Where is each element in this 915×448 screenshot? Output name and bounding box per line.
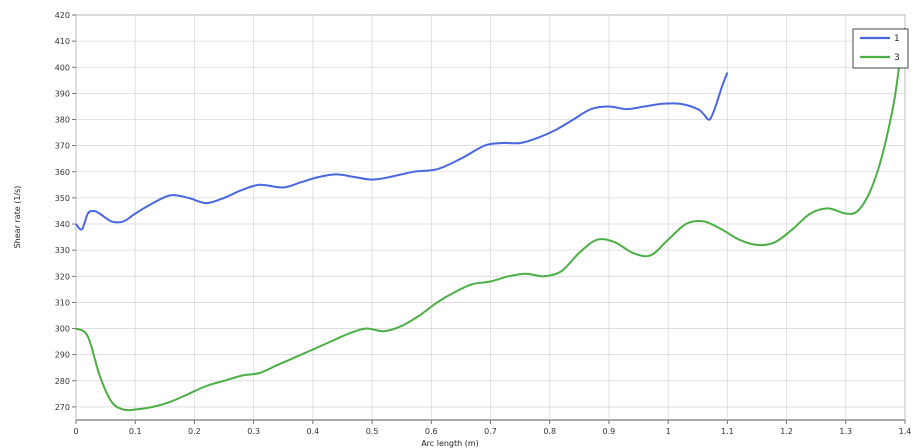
x-tick-label: 0.8 (543, 427, 556, 436)
y-tick-label: 340 (55, 220, 70, 229)
y-tick-label: 380 (55, 116, 70, 125)
x-tick-label: 0 (73, 427, 78, 436)
series-line-1 (75, 72, 729, 231)
series-line-3 (75, 27, 906, 412)
x-tick-label: 0.5 (366, 427, 379, 436)
legend: 1 3 (852, 28, 909, 69)
y-tick-label: 290 (55, 351, 70, 360)
x-tick-label: 0.4 (306, 427, 319, 436)
x-axis-label: Arc length (m) (421, 439, 479, 448)
gridlines (75, 14, 906, 420)
y-axis-ticks: 270 280 290 300 310 320 330 340 350 360 370 380 390 4… (55, 11, 76, 412)
x-tick-label: 0.2 (188, 427, 201, 436)
x-tick-label: 1.3 (839, 427, 852, 436)
y-tick-label: 280 (55, 377, 70, 386)
y-axis-label: Shear rate (1/s) (13, 186, 22, 249)
y-tick-label: 310 (55, 298, 70, 307)
x-tick-label: 1.1 (721, 427, 734, 436)
x-tick-label: 0.3 (247, 427, 260, 436)
x-axis-ticks: 0 0.1 0.2 0.3 0.4 0.5 0.6 0.7 0.8 0.9 1 1.1 1.2 1.3 1.… (73, 420, 911, 436)
y-tick-label: 270 (55, 403, 70, 412)
y-tick-label: 370 (55, 142, 70, 151)
x-tick-label: 0.1 (129, 427, 142, 436)
y-tick-label: 400 (55, 63, 70, 72)
x-tick-label: 0.9 (603, 427, 616, 436)
x-tick-label: 1.2 (780, 427, 793, 436)
series-layer (75, 27, 906, 412)
y-tick-label: 390 (55, 89, 70, 98)
y-tick-label: 350 (55, 194, 70, 203)
legend-label-series-1: 1 (894, 34, 900, 44)
y-tick-label: 330 (55, 246, 70, 255)
x-tick-label: 0.7 (484, 427, 497, 436)
y-tick-label: 300 (55, 325, 70, 334)
y-tick-label: 360 (55, 168, 70, 177)
x-tick-label: 0.6 (425, 427, 438, 436)
x-tick-label: 1.4 (899, 427, 912, 436)
y-tick-label: 320 (55, 272, 70, 281)
legend-box (852, 28, 909, 69)
y-tick-label: 410 (55, 37, 70, 46)
legend-label-series-3: 3 (894, 53, 900, 63)
y-tick-label: 420 (55, 11, 70, 20)
x-tick-label: 1 (666, 427, 671, 436)
